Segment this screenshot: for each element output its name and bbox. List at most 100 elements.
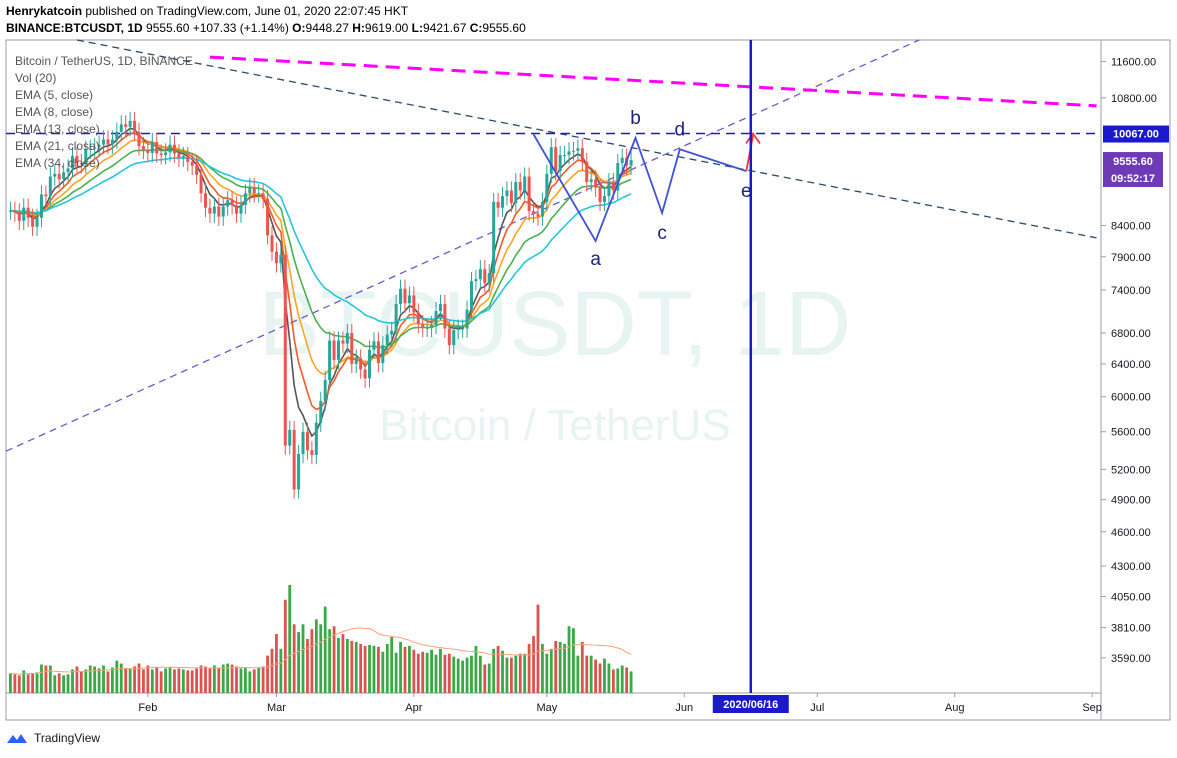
volume-bar xyxy=(314,619,318,693)
x-tick-label: Mar xyxy=(267,702,286,714)
ohlc-header: BINANCE:BTCUSDT, 1D 9555.60 +107.33 (+1.… xyxy=(6,21,526,35)
volume-bar xyxy=(221,664,225,693)
candle-body xyxy=(288,429,292,446)
volume-bar xyxy=(217,667,221,693)
volume-bar xyxy=(168,667,172,693)
volume-bar xyxy=(549,648,553,693)
volume-bar xyxy=(345,639,349,693)
candle-body xyxy=(359,358,363,370)
volume-bar xyxy=(306,639,309,693)
wave-label-a: a xyxy=(590,249,601,270)
volume-bar xyxy=(93,666,97,693)
candle-body xyxy=(75,156,79,164)
candle-body xyxy=(509,190,513,204)
wave-label-e: e xyxy=(741,181,752,202)
candle-body xyxy=(505,190,509,197)
volume-bar xyxy=(518,653,522,693)
volume-bar xyxy=(558,641,562,693)
date-label: 2020/06/16 xyxy=(723,699,778,711)
candle-body xyxy=(270,235,274,252)
volume-bar xyxy=(554,640,558,693)
candle-body xyxy=(283,254,287,446)
legend-symbol[interactable]: Bitcoin / TetherUS, 1D, BINANCE xyxy=(15,54,193,68)
volume-bar xyxy=(230,664,234,693)
legend-ema8[interactable]: EMA (8, close) xyxy=(15,105,94,119)
volume-bar xyxy=(279,648,283,693)
candle-body xyxy=(230,200,234,206)
candle-body xyxy=(399,288,403,304)
volume-bar xyxy=(332,626,336,693)
volume-bar xyxy=(368,644,371,693)
volume-bar xyxy=(62,675,66,693)
volume-bar xyxy=(319,624,323,693)
volume-bar xyxy=(425,652,429,693)
wave-label-c: c xyxy=(657,223,667,244)
candle-body xyxy=(203,193,207,208)
candle-body xyxy=(252,187,256,194)
volume-bar xyxy=(204,666,207,693)
volume-bar xyxy=(164,668,167,693)
volume-bar xyxy=(341,634,345,693)
legend-ema5[interactable]: EMA (5, close) xyxy=(15,88,94,102)
volume-bar xyxy=(447,653,451,693)
candle-body xyxy=(483,269,487,284)
chart-border xyxy=(5,39,1171,721)
volume-bar xyxy=(585,655,589,693)
volume-bar xyxy=(66,674,70,693)
volume-bar xyxy=(181,669,185,693)
candle-body xyxy=(226,200,230,207)
candle-body xyxy=(363,369,367,379)
y-tick-label: 3590.00 xyxy=(1111,653,1151,665)
candle-body xyxy=(97,144,101,148)
candle-body xyxy=(257,193,261,195)
candle-body xyxy=(119,124,123,132)
candle-body xyxy=(235,205,239,214)
x-tick-label: Jul xyxy=(810,702,824,714)
publish-info: published on TradingView.com, June 01, 2… xyxy=(85,4,409,18)
volume-bar xyxy=(110,667,114,693)
candle-body xyxy=(571,150,575,152)
candle-body xyxy=(292,429,296,490)
legend-ema21[interactable]: EMA (21, close) xyxy=(15,139,100,153)
legend-ema13[interactable]: EMA (13, close) xyxy=(15,122,100,136)
volume-bar xyxy=(186,670,190,693)
candle-body xyxy=(532,211,536,214)
candle-body xyxy=(62,172,66,180)
candle-body xyxy=(496,201,500,208)
candle-body xyxy=(594,179,598,188)
candle-body xyxy=(181,156,185,158)
watermark-name: Bitcoin / TetherUS xyxy=(379,401,730,450)
x-tick-label: Aug xyxy=(945,702,965,714)
volume-bar xyxy=(239,668,243,693)
legend-ema34[interactable]: EMA (34, close) xyxy=(15,156,100,170)
volume-bar xyxy=(589,655,593,693)
y-tick-label: 6000.00 xyxy=(1111,392,1151,404)
tradingview-footer[interactable]: TradingView xyxy=(6,731,100,745)
volume-bar xyxy=(53,675,57,693)
volume-bar xyxy=(146,665,150,693)
candle-body xyxy=(301,431,305,455)
volume-bar xyxy=(270,648,274,693)
volume-bar xyxy=(155,667,159,693)
candle-body xyxy=(177,153,181,158)
author-name[interactable]: Henrykatcoin xyxy=(6,4,83,18)
candle-body xyxy=(305,431,309,451)
volume-bar xyxy=(372,645,376,693)
volume-bar xyxy=(381,651,385,693)
candle-body xyxy=(146,149,150,153)
legend-volume[interactable]: Vol (20) xyxy=(15,71,57,85)
y-tick-label: 4300.00 xyxy=(1111,561,1151,573)
candle-body xyxy=(461,328,465,330)
candle-body xyxy=(332,340,336,360)
volume-bar xyxy=(443,654,447,693)
candle-body xyxy=(195,165,199,175)
volume-bar xyxy=(496,645,500,693)
candle-body xyxy=(549,147,553,174)
candle-body xyxy=(172,144,176,154)
candle-body xyxy=(381,345,385,364)
candle-body xyxy=(243,193,247,205)
volume-bar xyxy=(310,629,314,693)
candle-body xyxy=(155,142,159,154)
candle-body xyxy=(620,157,624,164)
